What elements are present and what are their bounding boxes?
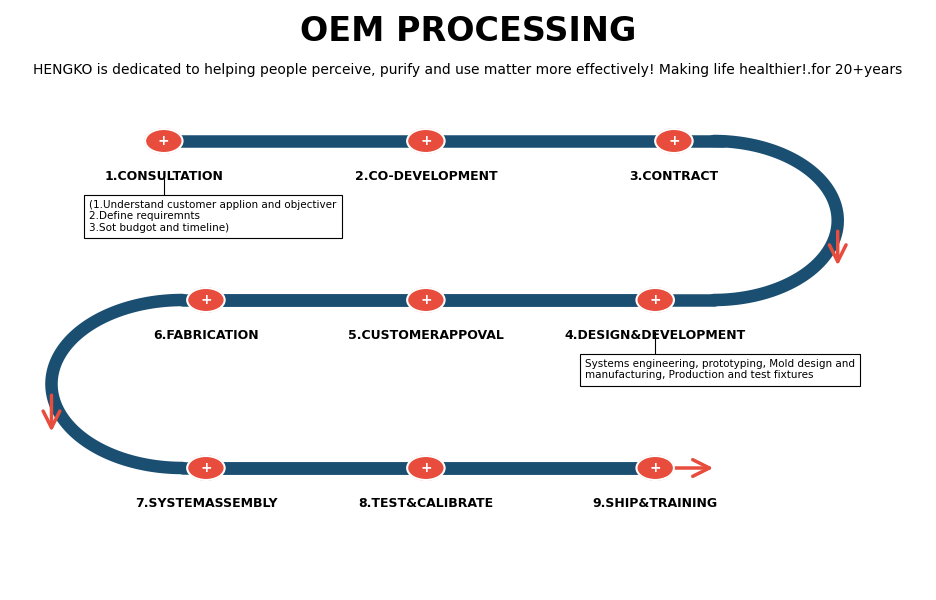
Circle shape — [636, 288, 674, 312]
Text: +: + — [650, 461, 661, 475]
Circle shape — [407, 288, 445, 312]
Text: 3.CONTRACT: 3.CONTRACT — [629, 170, 719, 183]
Text: 4.DESIGN&DEVELOPMENT: 4.DESIGN&DEVELOPMENT — [564, 329, 746, 342]
Text: +: + — [420, 293, 431, 307]
Text: (1.Understand customer applion and objectiver
2.Define requiremnts
3.Sot budgot : (1.Understand customer applion and objec… — [89, 200, 336, 233]
Circle shape — [407, 129, 445, 153]
Circle shape — [655, 129, 693, 153]
Text: 7.SYSTEMASSEMBLY: 7.SYSTEMASSEMBLY — [135, 497, 277, 510]
Text: +: + — [158, 134, 169, 148]
Text: 5.CUSTOMERAPPOVAL: 5.CUSTOMERAPPOVAL — [348, 329, 504, 342]
Text: +: + — [200, 293, 212, 307]
Circle shape — [187, 456, 225, 480]
Circle shape — [636, 456, 674, 480]
Text: +: + — [650, 293, 661, 307]
Text: HENGKO is dedicated to helping people perceive, purify and use matter more effec: HENGKO is dedicated to helping people pe… — [34, 63, 902, 77]
Text: Systems engineering, prototyping, Mold design and
manufacturing, Production and : Systems engineering, prototyping, Mold d… — [585, 359, 855, 380]
Text: 8.TEST&CALIBRATE: 8.TEST&CALIBRATE — [358, 497, 493, 510]
Circle shape — [407, 456, 445, 480]
Text: +: + — [420, 461, 431, 475]
Text: OEM PROCESSING: OEM PROCESSING — [300, 15, 636, 48]
Text: 1.CONSULTATION: 1.CONSULTATION — [104, 170, 224, 183]
Text: 2.CO-DEVELOPMENT: 2.CO-DEVELOPMENT — [355, 170, 497, 183]
Circle shape — [187, 288, 225, 312]
Text: 6.FABRICATION: 6.FABRICATION — [154, 329, 258, 342]
Text: +: + — [668, 134, 680, 148]
Text: +: + — [420, 134, 431, 148]
Text: +: + — [200, 461, 212, 475]
Text: 9.SHIP&TRAINING: 9.SHIP&TRAINING — [592, 497, 718, 510]
Circle shape — [145, 129, 183, 153]
